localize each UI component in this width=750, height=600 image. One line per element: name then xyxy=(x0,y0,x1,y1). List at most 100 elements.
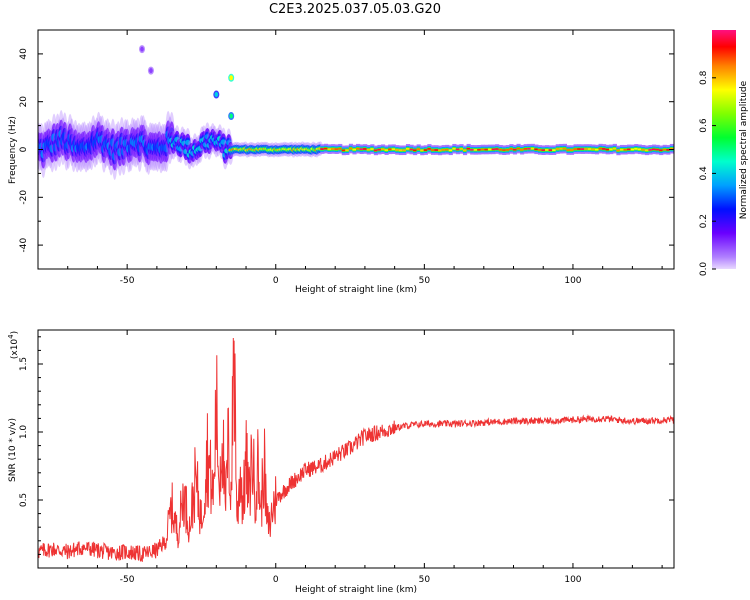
heatmap-cell xyxy=(420,149,425,152)
colorbar-tick-label: 0.6 xyxy=(699,118,709,133)
heatmap-cell xyxy=(598,147,603,150)
heatmap-cell xyxy=(416,148,421,151)
heatmap-cell xyxy=(402,149,407,152)
heatmap-cell xyxy=(555,148,560,150)
page-title: C2E3.2025.037.05.03.G20 xyxy=(268,2,442,17)
heatmap-cell xyxy=(669,147,674,150)
heatmap-cell xyxy=(338,147,343,150)
heatmap-cell xyxy=(331,148,336,150)
heatmap-cell xyxy=(391,148,396,151)
heatmap-cell xyxy=(648,148,653,151)
spectrogram-xtick-label: -50 xyxy=(120,276,135,286)
spectrogram-panel: -50 0 50 100 -40 -20 0 20 40 Height of straight … xyxy=(8,29,675,295)
heatmap-cell xyxy=(530,147,535,150)
snr-ylabel: SNR (10 * v/v) xyxy=(8,418,18,482)
heatmap-cell xyxy=(423,149,428,151)
heatmap-cell xyxy=(587,148,592,150)
heatmap-cell xyxy=(584,148,589,150)
spectrogram-ytick-label: 40 xyxy=(19,48,29,60)
heatmap-cell xyxy=(612,147,617,150)
heatmap-cell xyxy=(659,149,664,152)
snr-frame xyxy=(37,329,675,569)
heatmap-cell xyxy=(644,149,650,152)
heatmap-cell xyxy=(502,149,507,152)
colorbar-tick-label: 0.8 xyxy=(699,70,709,85)
heatmap-cell xyxy=(559,147,564,150)
heatmap-cell xyxy=(527,147,532,150)
heatmap-cell xyxy=(520,148,525,151)
heatmap-cell xyxy=(655,148,660,151)
heatmap-spot-core xyxy=(229,113,233,119)
heatmap-cell xyxy=(580,148,585,150)
heatmap-cell xyxy=(427,148,432,150)
heatmap-cell xyxy=(634,147,639,150)
snr-ytick-label: 1.5 xyxy=(19,357,29,371)
heatmap-cell xyxy=(220,139,227,145)
heatmap-cell xyxy=(491,148,496,151)
heatmap-cell xyxy=(327,148,332,151)
heatmap-cell xyxy=(430,149,436,151)
heatmap-cell xyxy=(388,148,393,151)
heatmap-cell xyxy=(395,149,400,151)
heatmap-cell xyxy=(445,148,450,151)
spectrogram-xlabel: Height of straight line (km) xyxy=(295,285,417,295)
heatmap-cell xyxy=(377,148,382,151)
heatmap-segment xyxy=(168,122,234,170)
heatmap-cell xyxy=(348,147,354,150)
heatmap-cell xyxy=(405,147,411,150)
heatmap-cell xyxy=(616,149,621,152)
heatmap-spot-core xyxy=(149,68,153,74)
heatmap-cell xyxy=(641,148,646,151)
heatmap-cell xyxy=(498,148,503,151)
spectrogram-ylabel: Frequency (Hz) xyxy=(8,116,18,184)
snr-ticks: -50 0 50 100 0.5 1.0 1.5 xyxy=(19,330,674,585)
spectrogram-xtick-label: 100 xyxy=(564,276,581,286)
heatmap-cell xyxy=(370,148,375,150)
heatmap-cell xyxy=(605,148,610,151)
heatmap-cell xyxy=(545,149,550,151)
heatmap-spot-core xyxy=(229,75,233,81)
heatmap-cell xyxy=(356,147,361,150)
spectrogram-ticks: -50 0 50 100 -40 -20 0 20 40 xyxy=(19,29,674,286)
heatmap-cell xyxy=(352,148,357,151)
heatmap-cell xyxy=(359,148,364,151)
snr-xlabel: Height of straight line (km) xyxy=(295,585,417,595)
heatmap-cell xyxy=(602,148,607,150)
heatmap-cell xyxy=(480,148,485,151)
heatmap-cell xyxy=(512,148,518,151)
heatmap-segment xyxy=(228,141,324,158)
heatmap-cell xyxy=(627,148,632,151)
heatmap-cell xyxy=(462,149,468,152)
heatmap-cell xyxy=(541,149,546,152)
heatmap-cell xyxy=(562,147,568,150)
heatmap-cell xyxy=(594,148,600,151)
heatmap-cell xyxy=(477,148,482,151)
heatmap-cell xyxy=(569,149,575,151)
heatmap-spot-core xyxy=(214,92,219,98)
heatmap-cell xyxy=(577,148,582,150)
heatmap-cell xyxy=(363,148,368,150)
heatmap-cell xyxy=(473,149,478,151)
heatmap-cell xyxy=(609,148,614,151)
heatmap-cell xyxy=(534,148,539,151)
heatmap-cell xyxy=(452,147,457,150)
spectrogram-ytick-label: 0 xyxy=(19,146,29,152)
heatmap-segment xyxy=(38,110,175,180)
heatmap-cell xyxy=(484,148,489,151)
spectrogram-xtick-label: 0 xyxy=(273,276,279,286)
colorbar: 0.0 0.2 0.4 0.6 0.8 Normalized spectral ampl… xyxy=(699,30,749,276)
colorbar-gradient xyxy=(712,30,736,269)
heatmap-cell xyxy=(523,148,528,150)
heatmap-cell xyxy=(637,148,642,151)
snr-xtick-label: 50 xyxy=(419,575,431,585)
spectrogram-ytick-label: -20 xyxy=(19,190,29,205)
heatmap-cell xyxy=(495,148,500,150)
heatmap-cell xyxy=(470,148,475,151)
heatmap-cell xyxy=(505,148,510,151)
colorbar-ticks: 0.0 0.2 0.4 0.6 0.8 xyxy=(699,70,716,276)
heatmap-segment xyxy=(320,143,674,156)
heatmap-cell xyxy=(662,148,667,151)
colorbar-tick-label: 0.2 xyxy=(699,214,709,228)
heatmap-spot-core xyxy=(140,46,144,52)
